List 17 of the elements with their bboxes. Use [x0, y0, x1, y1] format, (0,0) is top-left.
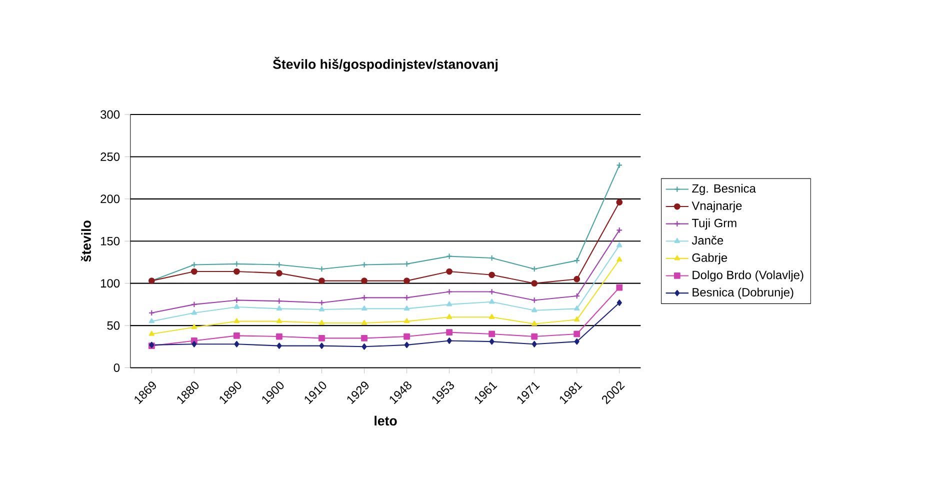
y-tick-label: 300: [100, 110, 120, 119]
legend-label: Janče: [692, 236, 724, 245]
legend-label: Gabrje: [692, 253, 728, 264]
chart-title: Število hiš/gospodinjstev/stanovanj: [272, 56, 498, 72]
y-tick-label: 150: [101, 236, 120, 246]
legend-label: Vnajnarje: [692, 201, 742, 212]
y-tick-label: 100: [101, 279, 120, 288]
legend-label: Dolgo Brdo (Volavlje): [692, 270, 804, 282]
y-tick-label: 50: [107, 321, 120, 330]
legend-label: Tuji Grm: [692, 218, 736, 230]
y-tick-label: 0: [114, 363, 120, 372]
y-axis-title: število: [80, 220, 91, 262]
x-axis-title: leto: [374, 416, 397, 426]
y-tick-label: 250: [100, 152, 120, 161]
legend-label: Besnica (Dobrunje): [692, 288, 794, 299]
y-tick-label: 200: [100, 194, 120, 204]
legend-label: Zg. Besnica: [692, 184, 756, 196]
